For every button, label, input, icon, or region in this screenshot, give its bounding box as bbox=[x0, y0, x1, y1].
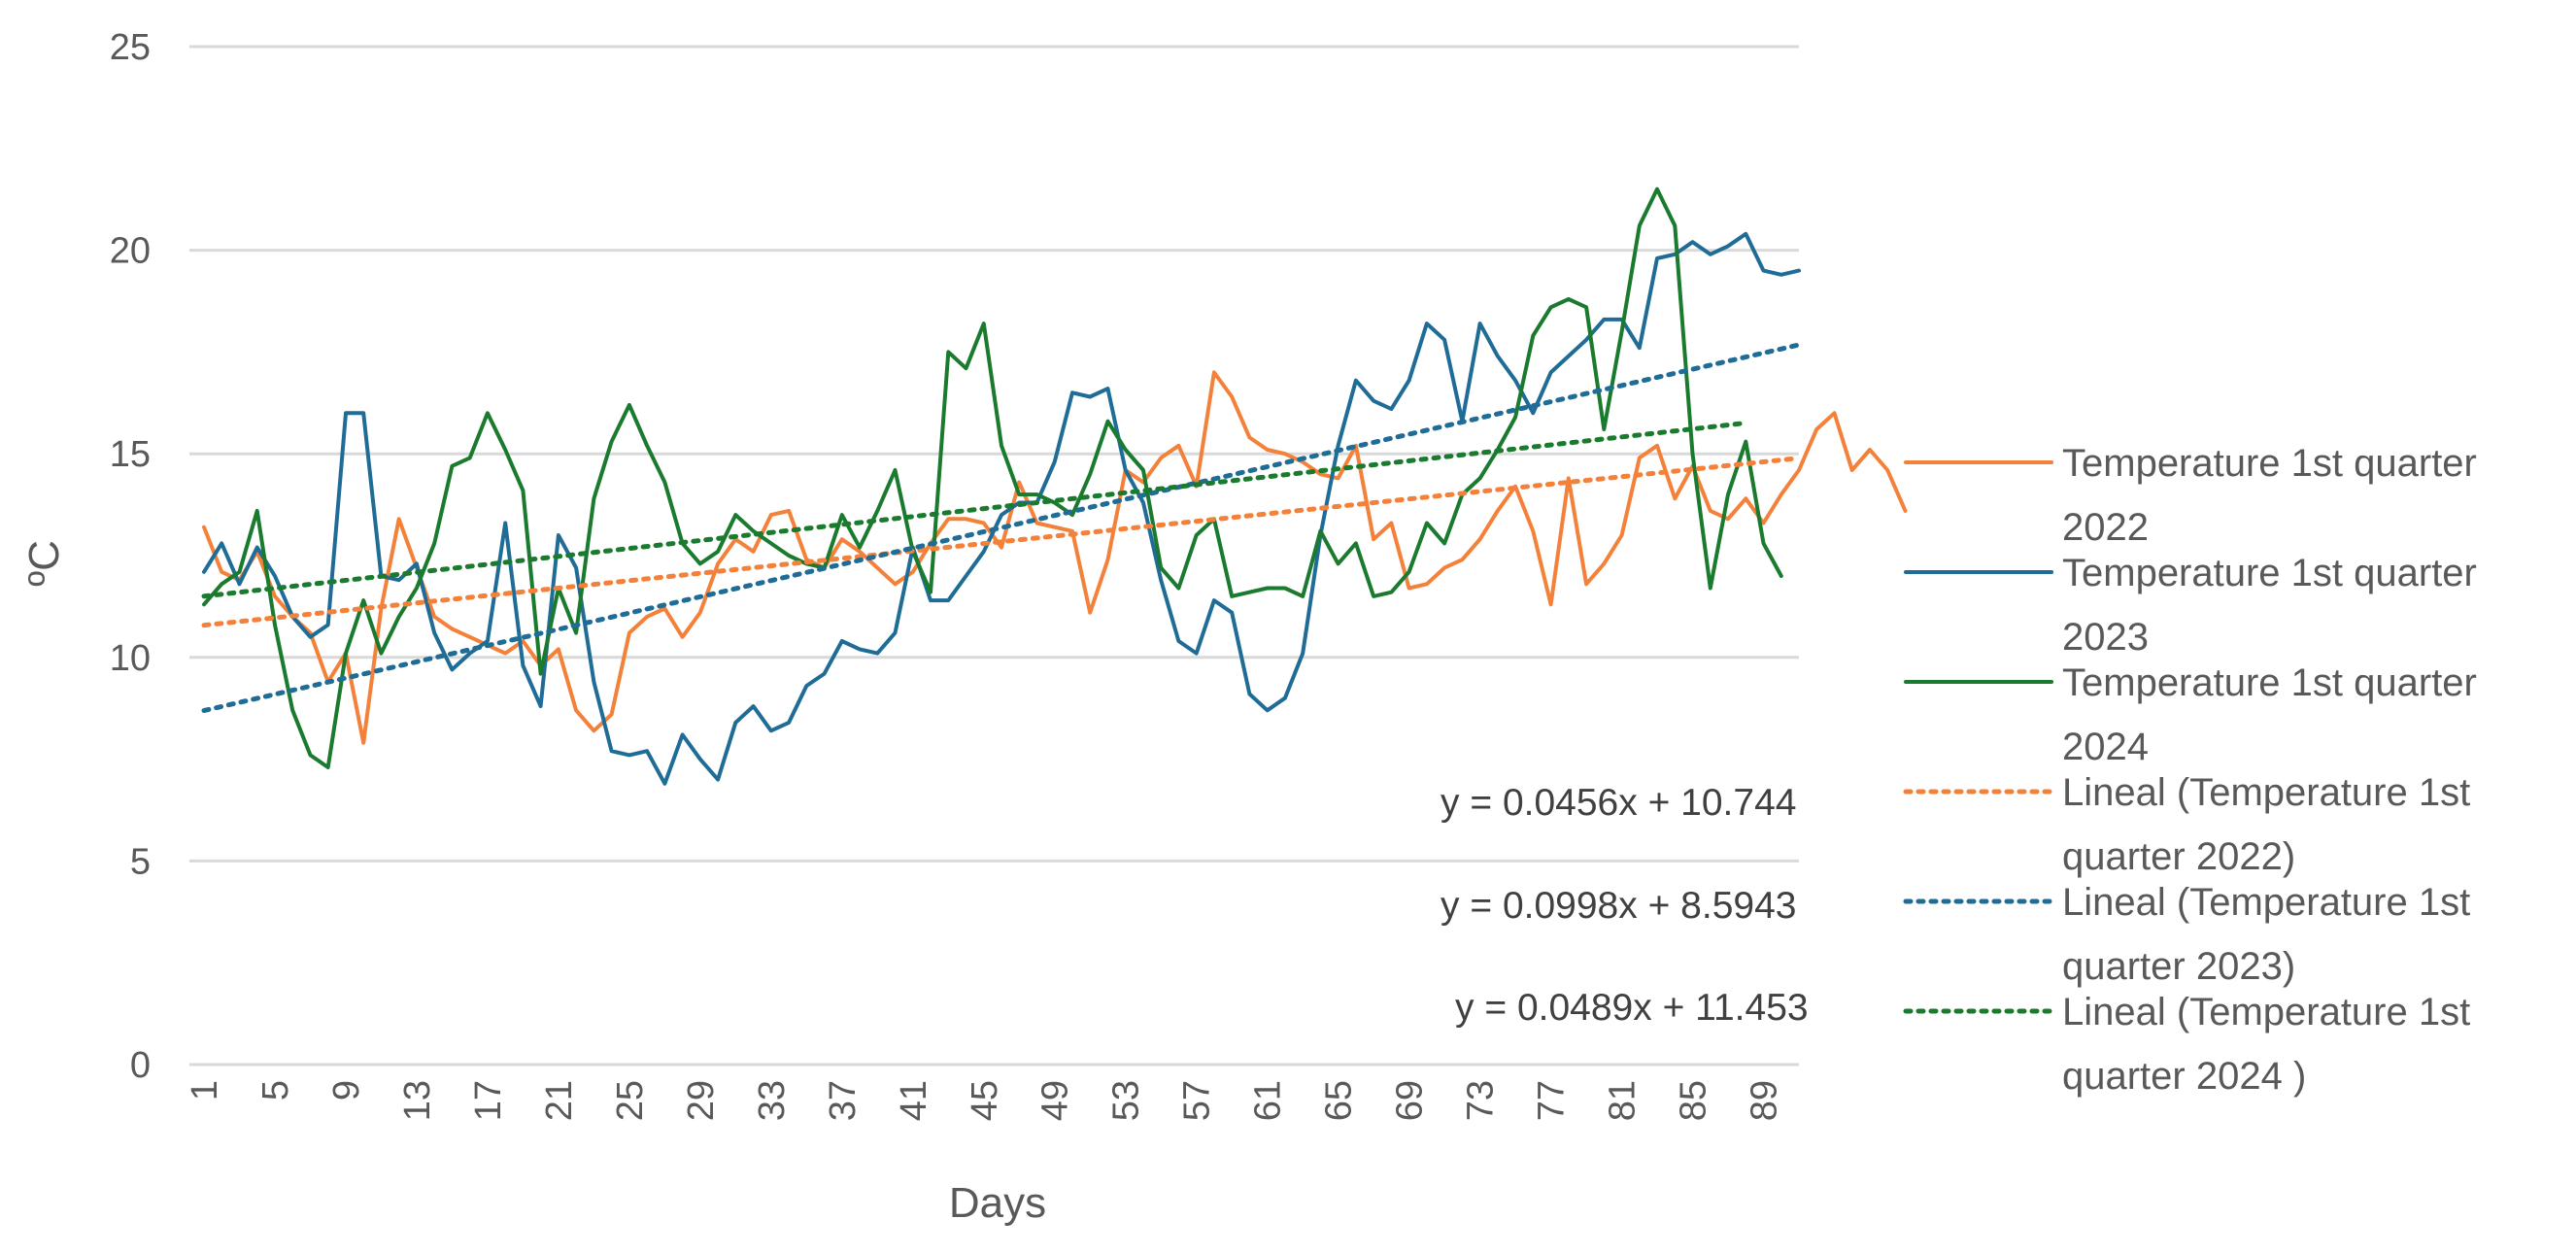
x-axis-title: Days bbox=[949, 1179, 1046, 1227]
x-tick-label: 73 bbox=[1461, 1080, 1502, 1121]
legend-label: Temperature 1st quarter bbox=[2062, 442, 2477, 485]
legend-label: 2022 bbox=[2062, 506, 2149, 549]
x-tick-label: 13 bbox=[397, 1080, 438, 1121]
legend-label: Temperature 1st quarter bbox=[2062, 661, 2477, 704]
trendline-2022 bbox=[201, 456, 1802, 628]
legend-label: quarter 2023) bbox=[2062, 945, 2295, 988]
trend-equation-2024: y = 0.0489x + 11.453 bbox=[1455, 987, 1809, 1029]
x-tick-label: 89 bbox=[1745, 1080, 1785, 1121]
trendline-2024 bbox=[201, 421, 1748, 599]
y-axis-ticks: 0 5 10 15 20 25 bbox=[110, 27, 151, 1086]
x-tick-label: 37 bbox=[823, 1080, 864, 1121]
x-tick-label: 57 bbox=[1177, 1080, 1218, 1121]
legend-label: quarter 2022) bbox=[2062, 835, 2295, 878]
trend-equation-2023: y = 0.0998x + 8.5943 bbox=[1441, 885, 1796, 927]
legend-label: quarter 2024 ) bbox=[2062, 1055, 2306, 1098]
y-tick-label: 20 bbox=[110, 231, 151, 272]
x-tick-label: 5 bbox=[255, 1080, 296, 1101]
x-tick-label: 17 bbox=[468, 1080, 509, 1121]
x-tick-label: 77 bbox=[1532, 1080, 1573, 1121]
series-line-2022 bbox=[202, 370, 1908, 745]
x-tick-label: 65 bbox=[1319, 1080, 1360, 1121]
x-tick-label: 53 bbox=[1106, 1080, 1147, 1121]
gridlines bbox=[189, 45, 1799, 1067]
x-axis-ticks: 1 5 9 13 17 21 25 29 33 37 41 45 49 53 57 61 65 69 73 77 81 8… bbox=[185, 1080, 1785, 1121]
x-tick-label: 85 bbox=[1674, 1080, 1714, 1121]
legend-label: 2023 bbox=[2062, 616, 2149, 659]
legend-label: 2024 bbox=[2062, 726, 2149, 768]
y-tick-label: 10 bbox=[110, 638, 151, 679]
x-tick-label: 25 bbox=[610, 1080, 651, 1121]
x-tick-label: 81 bbox=[1603, 1080, 1644, 1121]
trendline-2023 bbox=[201, 342, 1802, 714]
legend-label: Lineal (Temperature 1st bbox=[2062, 881, 2470, 924]
series-line-2024 bbox=[202, 186, 1783, 769]
y-tick-label: 0 bbox=[130, 1045, 151, 1086]
x-tick-label: 29 bbox=[681, 1080, 722, 1121]
x-tick-label: 69 bbox=[1390, 1080, 1431, 1121]
x-tick-label: 49 bbox=[1035, 1080, 1076, 1121]
legend-label: Temperature 1st quarter bbox=[2062, 552, 2477, 594]
y-axis-title: ºC bbox=[20, 540, 68, 587]
x-tick-label: 21 bbox=[539, 1080, 580, 1121]
x-tick-label: 9 bbox=[326, 1080, 367, 1101]
series-line-2023 bbox=[202, 231, 1801, 786]
x-tick-label: 41 bbox=[894, 1080, 934, 1121]
x-tick-label: 45 bbox=[965, 1080, 1005, 1121]
x-tick-label: 61 bbox=[1248, 1080, 1289, 1121]
plot-area bbox=[201, 186, 1908, 786]
legend-label: Lineal (Temperature 1st bbox=[2062, 991, 2470, 1033]
x-tick-label: 1 bbox=[185, 1080, 225, 1101]
x-tick-label: 33 bbox=[752, 1080, 793, 1121]
y-tick-label: 5 bbox=[130, 841, 151, 882]
y-tick-label: 25 bbox=[110, 27, 151, 68]
legend-label: Lineal (Temperature 1st bbox=[2062, 771, 2470, 814]
y-tick-label: 15 bbox=[110, 434, 151, 475]
trend-equation-2022: y = 0.0456x + 10.744 bbox=[1441, 782, 1796, 824]
